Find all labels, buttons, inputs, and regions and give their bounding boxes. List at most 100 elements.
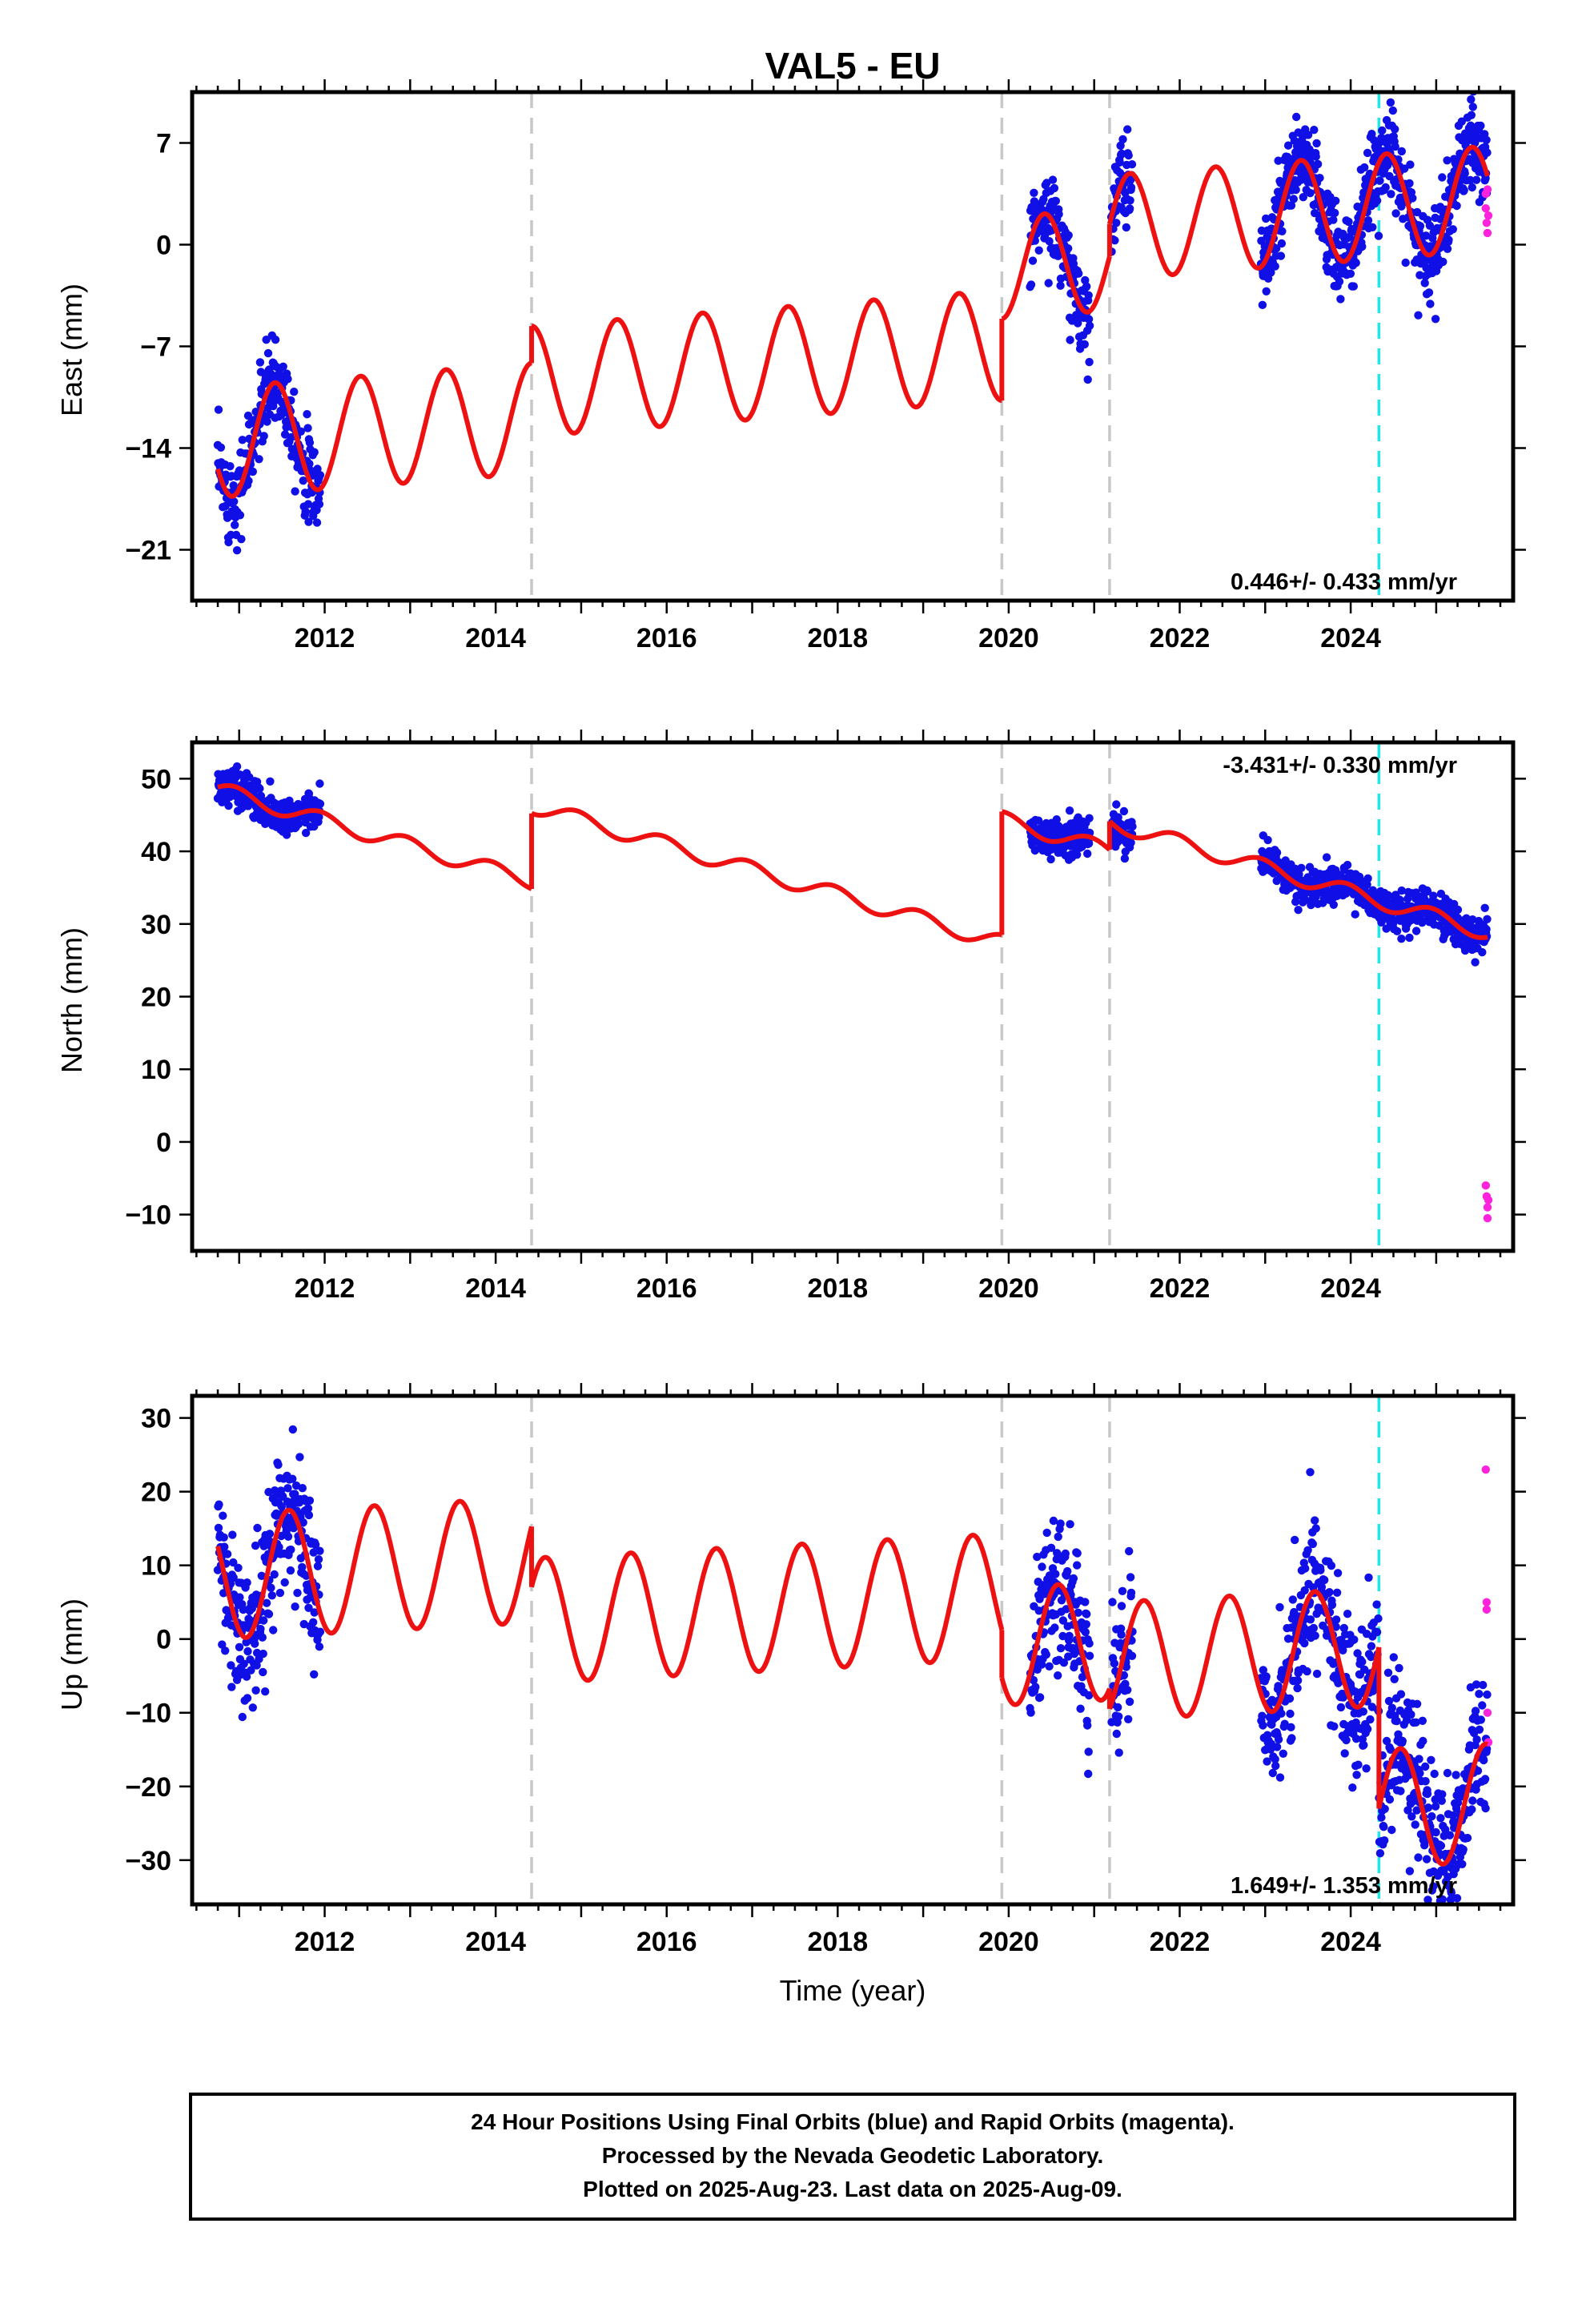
up-final-orbit-point <box>1427 1755 1435 1764</box>
east-final-orbit-point <box>1310 126 1319 135</box>
up-final-orbit-point <box>1073 1561 1082 1570</box>
east-final-orbit-point <box>1460 169 1469 178</box>
up-final-orbit-point <box>1330 1722 1339 1731</box>
up-final-orbit-point <box>1436 1814 1445 1823</box>
up-final-orbit-point <box>1049 1516 1058 1526</box>
up-final-orbit-point <box>1288 1595 1298 1604</box>
east-final-orbit-point <box>1051 196 1061 206</box>
east-final-orbit-point <box>1123 125 1132 134</box>
east-final-orbit-point <box>1042 179 1051 187</box>
up-final-orbit-point <box>291 1602 299 1611</box>
east-final-orbit-point <box>1311 208 1319 218</box>
east-final-orbit-point <box>1291 185 1300 195</box>
east-y-tick-label: 7 <box>156 129 171 159</box>
up-final-orbit-point <box>1085 1639 1094 1648</box>
east-rapid-orbit-point <box>1483 185 1492 194</box>
caption-line-3: Plotted on 2025-Aug-23. Last data on 202… <box>583 2177 1122 2201</box>
up-final-orbit-point <box>1117 1602 1126 1610</box>
east-final-orbit-point <box>1050 183 1059 193</box>
up-final-orbit-point <box>1458 1860 1467 1868</box>
up-final-orbit-point <box>1343 1728 1351 1738</box>
up-final-orbit-point <box>1122 1663 1131 1671</box>
up-final-orbit-point <box>1480 1755 1488 1765</box>
east-final-orbit-point <box>303 410 311 419</box>
east-final-orbit-point <box>1482 135 1491 144</box>
up-final-orbit-point <box>1083 1721 1092 1730</box>
north-final-orbit-point <box>1429 891 1438 900</box>
north-final-orbit-point <box>1300 896 1309 905</box>
up-final-orbit-point <box>1383 1668 1393 1677</box>
up-final-orbit-point <box>1331 1615 1341 1624</box>
up-final-orbit-point <box>1334 1679 1343 1687</box>
east-final-orbit-point <box>1367 130 1376 139</box>
east-final-orbit-point <box>1425 221 1435 230</box>
up-final-orbit-point <box>1061 1549 1070 1558</box>
up-final-orbit-point <box>1325 1588 1334 1597</box>
up-final-orbit-point <box>214 1523 223 1533</box>
up-final-orbit-point <box>1478 1701 1487 1710</box>
up-ylabel: Up (mm) <box>55 1598 88 1711</box>
east-final-orbit-point <box>1346 269 1355 278</box>
east-x-tick-label: 2022 <box>1150 623 1211 653</box>
up-final-orbit-point <box>221 1647 230 1655</box>
up-final-orbit-point <box>1352 1771 1361 1779</box>
up-final-orbit-point <box>261 1687 270 1696</box>
up-y-tick-label: −20 <box>125 1772 171 1803</box>
north-final-orbit-point <box>1383 891 1393 900</box>
up-final-orbit-point <box>1353 1649 1362 1658</box>
up-final-orbit-point <box>1271 1755 1279 1763</box>
east-final-orbit-point <box>1358 242 1367 251</box>
north-rapid-orbit-point <box>1484 1196 1493 1204</box>
up-final-orbit-point <box>1114 1712 1123 1721</box>
east-data-layer <box>213 92 1493 601</box>
up-final-orbit-point <box>1116 1624 1126 1633</box>
east-final-orbit-point <box>1080 340 1090 349</box>
up-final-orbit-point <box>1058 1616 1068 1625</box>
up-x-tick-label: 2014 <box>465 1927 526 1957</box>
up-final-orbit-point <box>1463 1833 1472 1843</box>
up-final-orbit-point <box>1123 1686 1132 1695</box>
east-model-segment-3 <box>1107 144 1490 277</box>
up-final-orbit-point <box>1443 1768 1452 1778</box>
up-final-orbit-point <box>1427 1907 1435 1915</box>
up-final-orbit-point <box>1438 1790 1447 1799</box>
up-frame <box>190 1393 1516 1907</box>
up-final-orbit-point <box>1448 1811 1458 1820</box>
up-final-orbit-point <box>314 1555 323 1564</box>
north-final-orbit-point <box>1052 815 1062 824</box>
up-x-tick-label: 2018 <box>807 1927 868 1957</box>
up-final-orbit-point <box>1431 1802 1440 1811</box>
east-final-orbit-point <box>1335 277 1344 286</box>
east-rapid-orbit-point <box>1481 203 1491 213</box>
east-y-tick-label: −21 <box>125 536 171 566</box>
north-rapid-orbit-point <box>1481 1181 1491 1190</box>
east-final-orbit-point <box>1299 193 1308 202</box>
up-final-orbit-point <box>1259 1721 1267 1730</box>
up-final-orbit-point <box>1127 1651 1137 1660</box>
up-final-orbit-point <box>1389 1653 1399 1662</box>
up-final-orbit-point <box>1078 1673 1087 1682</box>
up-final-orbit-point <box>215 1500 223 1509</box>
up-final-orbit-point <box>1419 1736 1427 1746</box>
east-final-orbit-point <box>262 336 271 344</box>
east-final-orbit-point <box>1375 176 1384 185</box>
east-final-orbit-point <box>1391 209 1400 218</box>
up-final-orbit-point <box>1372 1600 1381 1609</box>
up-final-orbit-point <box>1114 1703 1122 1712</box>
east-final-orbit-point <box>1125 204 1134 213</box>
north-final-orbit-point <box>1405 933 1414 943</box>
east-final-orbit-point <box>1360 163 1369 172</box>
east-rapid-orbit-point <box>1484 211 1493 220</box>
up-final-orbit-point <box>1110 1659 1119 1668</box>
up-final-orbit-point <box>1118 1586 1127 1596</box>
up-final-orbit-point <box>1446 1896 1456 1904</box>
north-x-tick-label: 2020 <box>978 1273 1039 1304</box>
up-final-orbit-point <box>265 1530 275 1538</box>
up-final-orbit-point <box>1331 1622 1340 1631</box>
up-final-orbit-point <box>1405 1867 1415 1876</box>
up-final-orbit-point <box>1258 1711 1267 1720</box>
east-final-orbit-point <box>1084 291 1093 300</box>
up-final-orbit-point <box>1443 1912 1451 1920</box>
up-final-orbit-point <box>1422 1855 1431 1864</box>
east-final-orbit-point <box>255 358 265 367</box>
